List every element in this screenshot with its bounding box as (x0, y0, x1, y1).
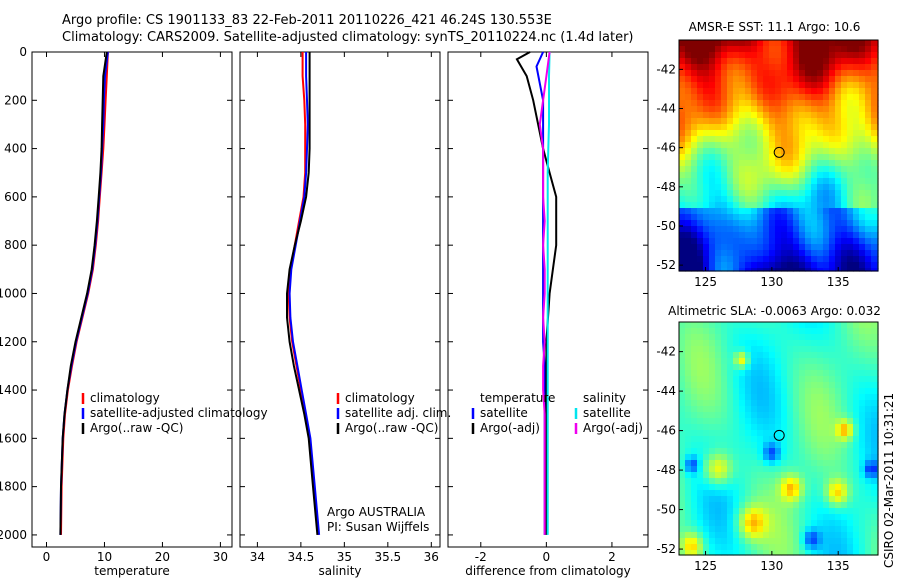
salinity-panel-frame (239, 51, 441, 548)
map-frame (678, 39, 879, 272)
x-tick-label: 125 (694, 275, 717, 289)
y-tick-label: -52 (656, 542, 676, 556)
y-tick-label: 400 (4, 142, 27, 156)
map-field (679, 40, 879, 272)
legend-entry: satellite-adjusted climatology (90, 406, 268, 420)
x-tick-label: 35.5 (374, 550, 401, 564)
y-tick-label: 1800 (0, 480, 27, 494)
series-salinity-argo-adj- (538, 51, 551, 535)
legend-entry: temperature (480, 391, 555, 405)
legend-entry: salinity (583, 391, 626, 405)
legend-entry: climatology (345, 391, 415, 405)
legend-entry: satellite (583, 406, 631, 420)
x-tick-label: 34 (250, 550, 265, 564)
credit-line-1: Argo AUSTRALIA (327, 505, 426, 519)
y-tick-label: 1600 (0, 431, 27, 445)
series-argo-raw-qc- (286, 52, 319, 535)
y-tick-label: 0 (19, 45, 27, 59)
series-temperature-argo-adj- (515, 51, 558, 535)
legend-entry: Argo(-adj) (480, 421, 540, 435)
map-field (679, 322, 879, 556)
x-tick-label: 0 (543, 550, 551, 564)
y-tick-label: 1000 (0, 286, 27, 300)
map-frame (678, 321, 879, 556)
x-axis-label: salinity (318, 564, 361, 578)
x-tick-label: 0 (43, 550, 51, 564)
float-position-marker (773, 429, 785, 441)
y-tick-label: -42 (656, 345, 676, 359)
x-tick-label: 36 (424, 550, 439, 564)
y-tick-label: 1200 (0, 335, 27, 349)
x-axis-label: difference from climatology (465, 564, 631, 578)
y-tick-label: -44 (656, 102, 676, 116)
y-tick-label: -50 (656, 503, 676, 517)
legend-entry: satellite (480, 406, 528, 420)
y-tick-label: -50 (656, 219, 676, 233)
x-tick-label: 20 (155, 550, 170, 564)
x-tick-label: 10 (97, 550, 112, 564)
x-tick-label: 2 (608, 550, 616, 564)
y-tick-label: -46 (656, 424, 676, 438)
credit-line-2: PI: Susan Wijffels (327, 520, 429, 534)
float-position-marker (773, 146, 785, 158)
map-title: Altimetric SLA: -0.0063 Argo: 0.032 (668, 304, 881, 318)
y-tick-label: 800 (4, 238, 27, 252)
y-tick-label: -44 (656, 384, 676, 398)
y-tick-label: -46 (656, 141, 676, 155)
x-tick-label: 35 (337, 550, 352, 564)
x-tick-label: 135 (827, 275, 850, 289)
sst-map: AMSR-E SST: 11.1 Argo: 10.6 125 130 135 -42 -… (656, 20, 879, 289)
x-axis-label: temperature (94, 564, 169, 578)
x-tick-label: 125 (694, 559, 717, 573)
legend-entry: Argo(..raw -QC) (90, 421, 183, 435)
y-tick-label: 600 (4, 190, 27, 204)
series-satellite-adj-clim- (288, 52, 321, 535)
y-tick-label: -48 (656, 463, 676, 477)
y-tick-label: 2000 (0, 528, 27, 542)
legend-entry: Argo(-adj) (583, 421, 643, 435)
x-tick-label: -2 (475, 550, 487, 564)
title-line-1: Argo profile: CS 1901133_83 22-Feb-2011 … (62, 13, 552, 28)
map-title: AMSR-E SST: 11.1 Argo: 10.6 (689, 20, 861, 34)
title-line-2: Climatology: CARS2009. Satellite-adjuste… (62, 30, 634, 45)
y-tick-label: -42 (656, 62, 676, 76)
sla-map: Altimetric SLA: -0.0063 Argo: 0.032 125 13… (656, 304, 880, 573)
y-tick-label: -52 (656, 258, 676, 272)
legend-entry: climatology (90, 391, 160, 405)
x-tick-label: 34.5 (288, 550, 315, 564)
legend-entry: satellite adj. clim. (345, 406, 451, 420)
y-tick-label: 1400 (0, 383, 27, 397)
x-tick-label: 135 (827, 559, 850, 573)
y-tick-label: 200 (4, 93, 27, 107)
legend-entry: Argo(..raw -QC) (345, 421, 438, 435)
x-tick-label: 130 (760, 559, 783, 573)
x-tick-label: 130 (760, 275, 783, 289)
x-tick-label: 30 (213, 550, 228, 564)
temperature-panel-frame (31, 51, 233, 548)
series-salinity-satellite (546, 51, 551, 535)
y-tick-label: -48 (656, 180, 676, 194)
series-argo-raw-qc- (59, 51, 108, 535)
